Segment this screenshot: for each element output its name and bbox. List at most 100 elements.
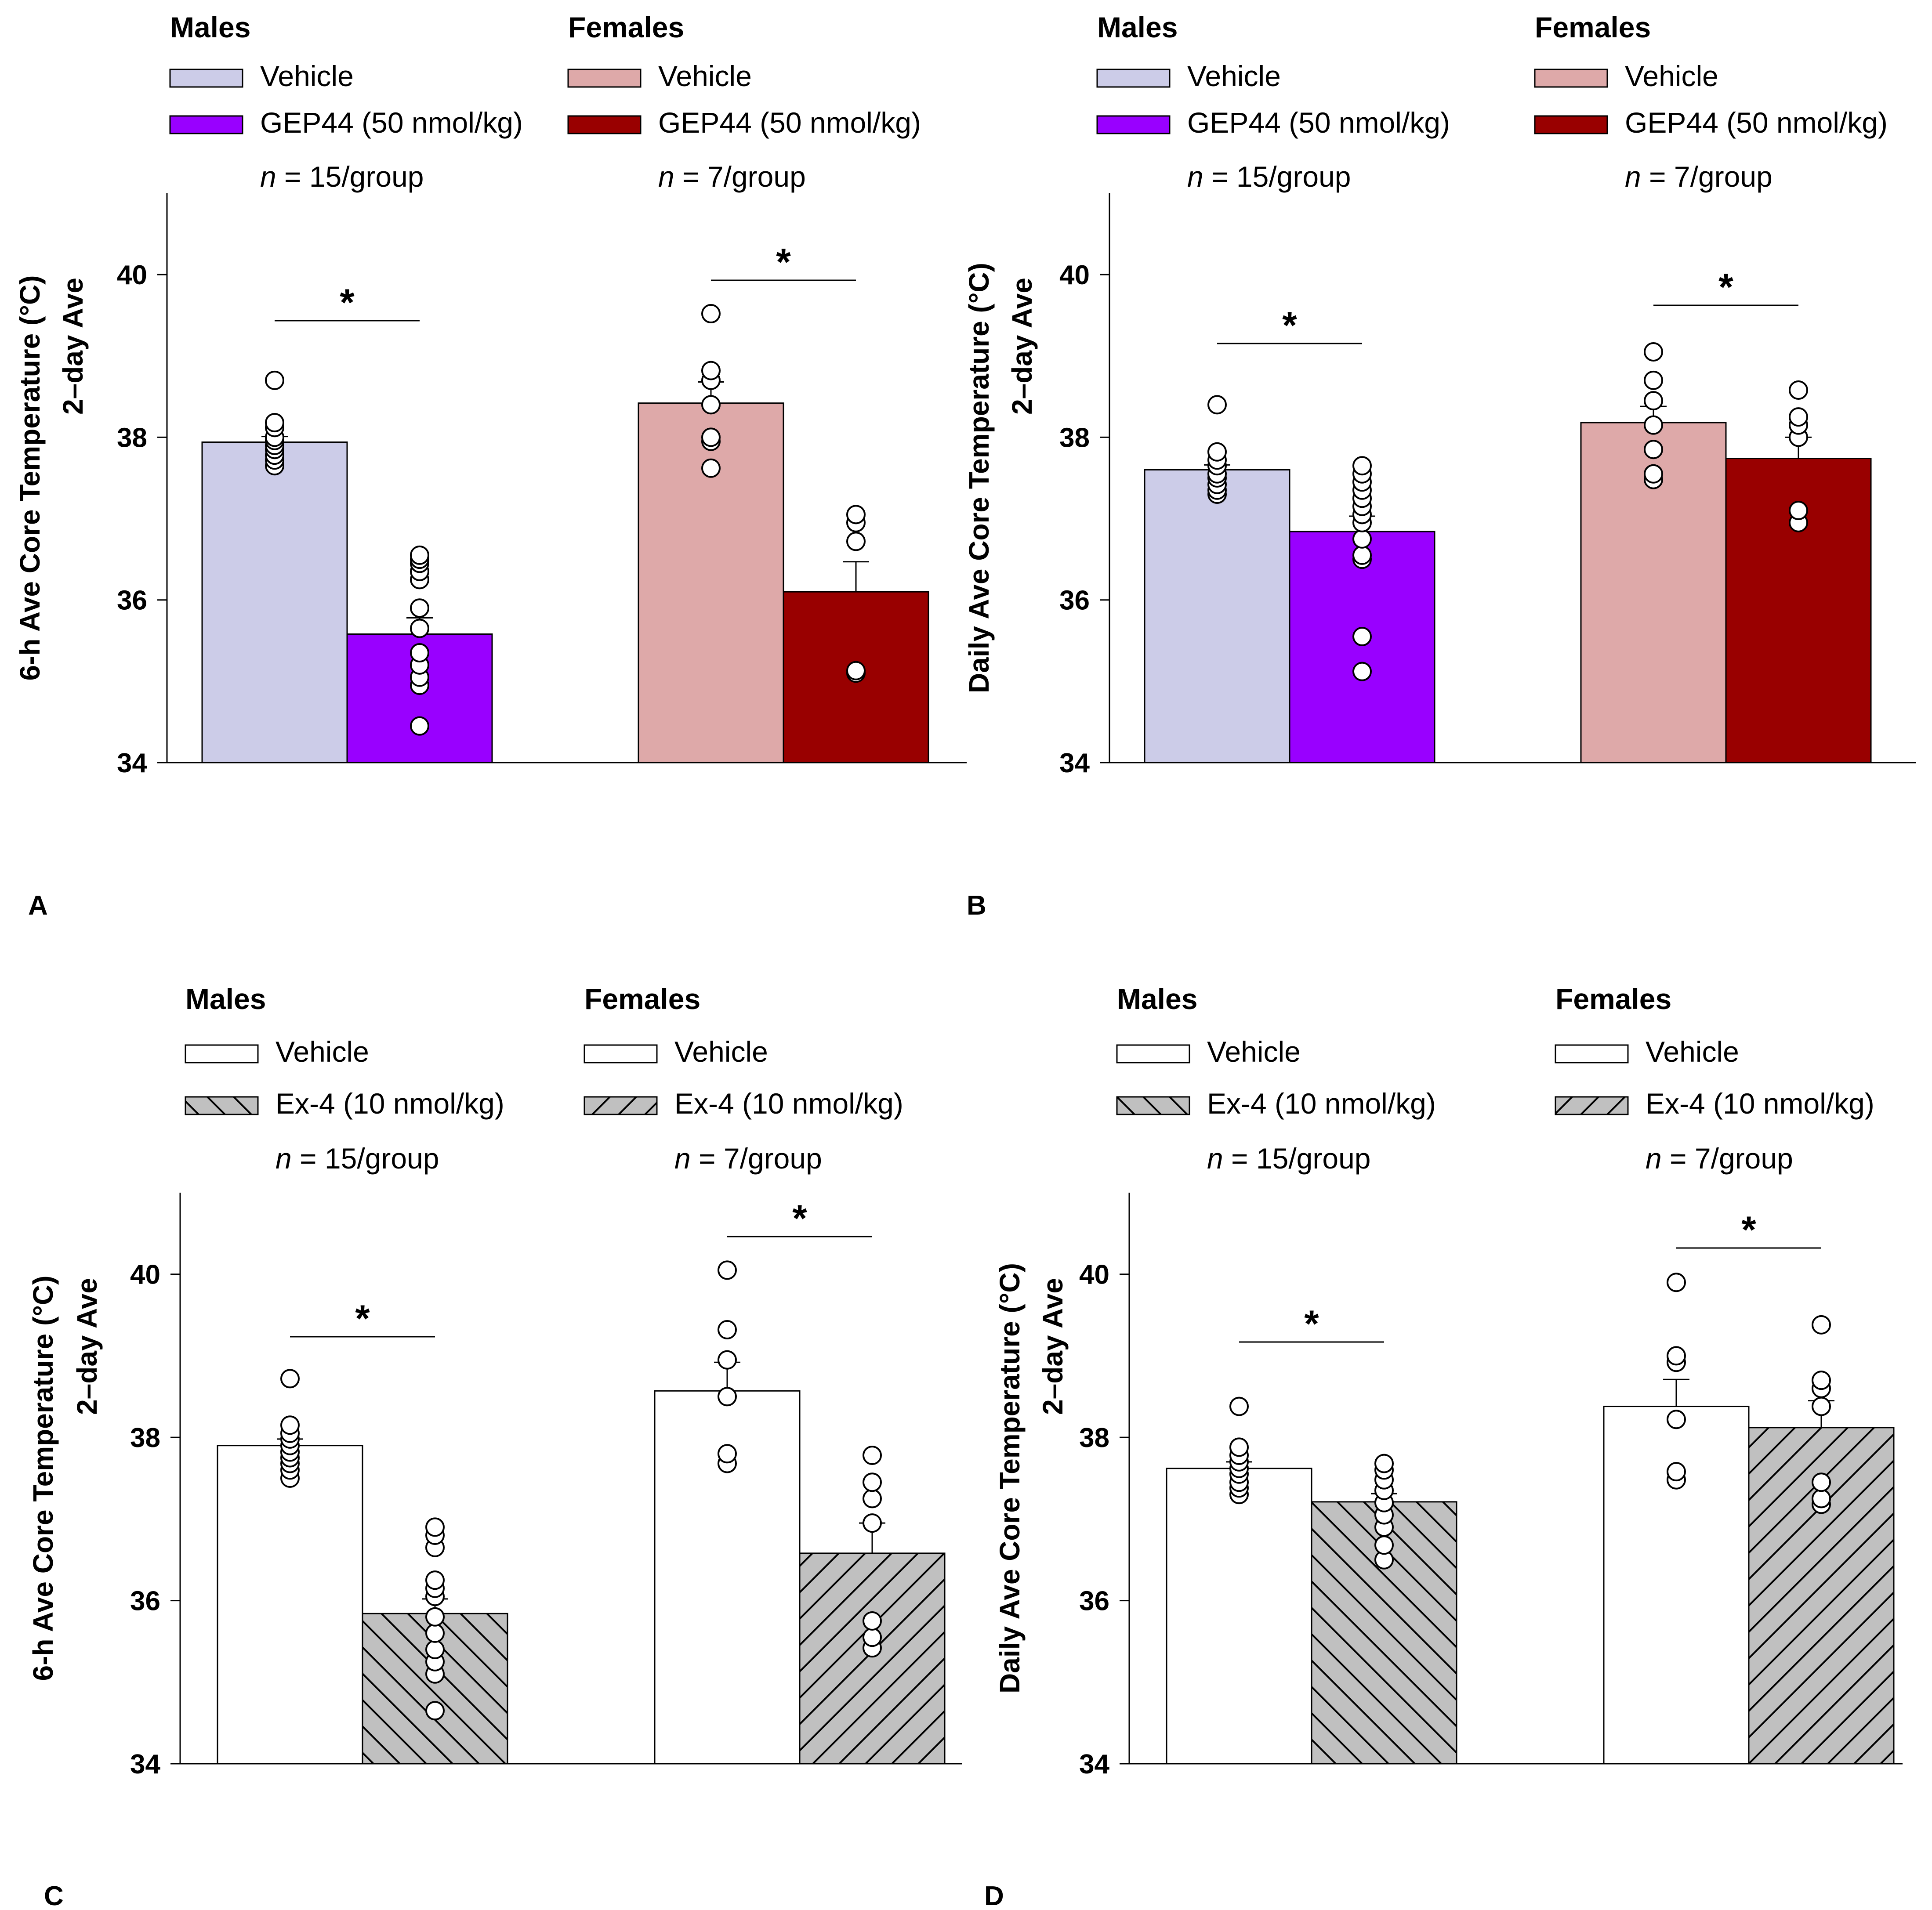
y-axis-title: Daily Ave Core Temperature (°C) bbox=[963, 263, 995, 693]
legend-title-males: Males bbox=[185, 983, 266, 1015]
data-point bbox=[1812, 1472, 1831, 1492]
significance-star: * bbox=[776, 241, 791, 283]
data-point bbox=[846, 505, 866, 525]
panel-b: Males Vehicle GEP44 (50 nmol/kg) n = 15/gro… bbox=[963, 11, 1916, 921]
n-count: = 15/group bbox=[1203, 160, 1351, 193]
data-point bbox=[410, 619, 429, 638]
legend-swatch bbox=[584, 1044, 658, 1064]
panel-d: Males Vehicle Ex-4 (10 nmol/kg) n = 15/grou… bbox=[984, 983, 1903, 1910]
bar-males-vehicle bbox=[1144, 469, 1290, 763]
n-count: = 7/group bbox=[1641, 160, 1773, 193]
data-point bbox=[1644, 440, 1663, 459]
legend-label: GEP44 (50 nmol/kg) bbox=[1187, 106, 1450, 139]
significance-star: * bbox=[792, 1197, 807, 1240]
data-point bbox=[863, 1446, 882, 1465]
data-point bbox=[410, 598, 429, 618]
legend-title-females: Females bbox=[584, 983, 700, 1015]
legend-label: Ex-4 (10 nmol/kg) bbox=[1646, 1087, 1874, 1120]
data-point bbox=[1789, 407, 1808, 427]
bar-males-vehicle bbox=[1166, 1468, 1312, 1765]
legend-swatch bbox=[1096, 69, 1171, 88]
legend-n-label: n = 7/group bbox=[658, 160, 806, 193]
legend-label: GEP44 (50 nmol/kg) bbox=[1625, 106, 1888, 139]
data-point bbox=[863, 1611, 882, 1631]
y-tick-label: 38 bbox=[117, 423, 147, 453]
data-point bbox=[1644, 464, 1663, 484]
y-axis-title: Daily Ave Core Temperature (°C) bbox=[994, 1263, 1026, 1693]
n-count: = 15/group bbox=[1223, 1142, 1371, 1175]
n-italic: n bbox=[658, 160, 674, 193]
y-tick-label: 34 bbox=[117, 748, 147, 778]
legend-label: GEP44 (50 nmol/kg) bbox=[260, 106, 523, 139]
legend-swatch bbox=[584, 1096, 658, 1115]
data-point bbox=[863, 1628, 882, 1647]
legend-label: Vehicle bbox=[674, 1035, 768, 1068]
bar-females-vehicle bbox=[1603, 1406, 1750, 1765]
bar-females-vehicle bbox=[638, 402, 784, 763]
legend-title-males: Males bbox=[1097, 11, 1178, 43]
data-point bbox=[1812, 1371, 1831, 1390]
y-tick-label: 34 bbox=[1059, 748, 1090, 778]
legend-swatch bbox=[185, 1044, 259, 1064]
significance-star: * bbox=[1718, 266, 1733, 308]
data-point bbox=[1352, 627, 1372, 647]
y-tick-label: 40 bbox=[1059, 260, 1090, 290]
n-italic: n bbox=[260, 160, 276, 193]
legend-label: Ex-4 (10 nmol/kg) bbox=[674, 1087, 903, 1120]
data-point bbox=[1812, 1396, 1831, 1416]
y-tick-label: 36 bbox=[117, 586, 147, 616]
y-axis-subtitle: 2–day Ave bbox=[71, 1278, 103, 1415]
legend-n-label: n = 7/group bbox=[1646, 1142, 1793, 1175]
data-point bbox=[1352, 529, 1372, 549]
data-point bbox=[265, 413, 284, 433]
y-tick-label: 38 bbox=[1059, 423, 1090, 453]
bar-males-vehicle bbox=[201, 441, 348, 763]
y-tick-label: 40 bbox=[1079, 1260, 1109, 1290]
data-point bbox=[425, 1517, 445, 1537]
data-point bbox=[1789, 501, 1808, 521]
y-tick-label: 34 bbox=[1079, 1749, 1109, 1780]
legend-label: Vehicle bbox=[260, 60, 354, 92]
data-point bbox=[1667, 1410, 1686, 1429]
bar-females-treatment bbox=[799, 1552, 946, 1765]
data-point bbox=[280, 1415, 300, 1435]
data-point bbox=[701, 427, 721, 447]
data-point bbox=[1667, 1462, 1686, 1482]
legend-label: Vehicle bbox=[1187, 60, 1281, 92]
data-point bbox=[846, 532, 866, 551]
data-point bbox=[846, 661, 866, 680]
data-point bbox=[1667, 1273, 1686, 1292]
legend-label: Vehicle bbox=[1625, 60, 1718, 92]
y-axis-title: 6-h Ave Core Temperature (°C) bbox=[14, 275, 46, 681]
legend-n-label: n = 15/group bbox=[1187, 160, 1351, 193]
data-point bbox=[425, 1701, 445, 1721]
n-count: = 15/group bbox=[276, 160, 424, 193]
panel-a: Males Vehicle GEP44 (50 nmol/kg) n = 15/gro… bbox=[14, 11, 967, 921]
legend-swatch bbox=[1096, 115, 1171, 134]
significance-star: * bbox=[1282, 304, 1297, 347]
n-count: = 15/group bbox=[292, 1142, 439, 1175]
data-point bbox=[1789, 380, 1808, 400]
data-point bbox=[701, 304, 721, 324]
legend-swatch bbox=[1555, 1044, 1629, 1064]
data-point bbox=[1229, 1437, 1249, 1457]
data-point bbox=[265, 370, 284, 390]
n-italic: n bbox=[275, 1142, 292, 1175]
y-tick-label: 40 bbox=[130, 1260, 160, 1290]
data-point bbox=[1374, 1535, 1394, 1555]
bar-males-treatment bbox=[1289, 531, 1435, 763]
y-tick-label: 36 bbox=[130, 1586, 160, 1617]
legend-label: Ex-4 (10 nmol/kg) bbox=[1207, 1087, 1436, 1120]
data-point bbox=[701, 395, 721, 415]
legend-swatch bbox=[169, 69, 243, 88]
data-point bbox=[1644, 342, 1663, 362]
n-count: = 7/group bbox=[674, 160, 806, 193]
legend-title-females: Females bbox=[568, 11, 684, 43]
legend-swatch bbox=[567, 115, 642, 134]
legend-title-males: Males bbox=[170, 11, 250, 43]
data-point bbox=[1207, 442, 1227, 462]
n-italic: n bbox=[674, 1142, 691, 1175]
data-point bbox=[425, 1570, 445, 1590]
legend-label: Vehicle bbox=[275, 1035, 369, 1068]
legend-swatch bbox=[1534, 115, 1608, 134]
